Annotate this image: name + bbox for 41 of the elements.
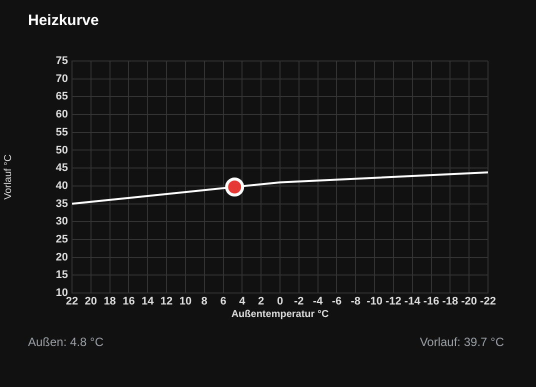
x-tick-label: 16 bbox=[122, 296, 135, 308]
y-tick-label: 45 bbox=[56, 162, 68, 174]
x-tick-label: -12 bbox=[386, 296, 402, 308]
y-tick-label: 55 bbox=[56, 126, 68, 138]
x-tick-label: -6 bbox=[332, 296, 342, 308]
x-tick-label: 8 bbox=[201, 296, 208, 308]
y-tick-label: 60 bbox=[56, 108, 68, 121]
x-tick-label: 10 bbox=[179, 296, 192, 308]
x-tick-label: -22 bbox=[480, 296, 496, 308]
x-tick-label: -16 bbox=[423, 296, 440, 308]
x-tick-label: 2 bbox=[258, 296, 264, 308]
text: Außen: 4.8 °C bbox=[28, 335, 104, 349]
x-tick-label: 4 bbox=[239, 296, 246, 308]
x-tick-label: -14 bbox=[404, 296, 422, 308]
x-tick-label: 12 bbox=[160, 296, 173, 308]
x-tick-label: -10 bbox=[366, 296, 382, 308]
x-tick-label: 0 bbox=[276, 296, 284, 308]
y-tick-label: 40 bbox=[56, 180, 68, 192]
x-tick-label: 6 bbox=[220, 296, 226, 308]
x-tick-label: -4 bbox=[312, 296, 324, 308]
y-tick-label: 65 bbox=[56, 90, 68, 103]
x-tick-label: 18 bbox=[104, 296, 116, 308]
y-tick-label: 70 bbox=[56, 72, 68, 85]
x-tick-label: 20 bbox=[84, 296, 98, 308]
y-tick-label: 35 bbox=[56, 198, 68, 210]
y-tick-label: 30 bbox=[56, 216, 68, 228]
x-tick-label: -18 bbox=[442, 296, 458, 308]
x-tick-label: -2 bbox=[294, 296, 304, 308]
chart-title: Heizkurve bbox=[28, 12, 99, 29]
x-tick-label: 22 bbox=[66, 296, 78, 308]
y-tick-label: 50 bbox=[56, 144, 68, 156]
y-tick-label: 15 bbox=[56, 269, 68, 282]
x-axis-title: Außentemperatur °C bbox=[231, 308, 329, 320]
text: Vorlauf: 39.7 °C bbox=[420, 335, 504, 349]
y-axis-title: Vorlauf °C bbox=[2, 154, 14, 200]
x-tick-label: 14 bbox=[142, 296, 155, 308]
y-tick-label: 25 bbox=[56, 233, 68, 246]
x-tick-label: -20 bbox=[461, 296, 478, 308]
y-tick-label: 75 bbox=[56, 55, 68, 68]
y-tick-label: 20 bbox=[56, 251, 68, 264]
x-tick-label: -8 bbox=[350, 296, 361, 308]
